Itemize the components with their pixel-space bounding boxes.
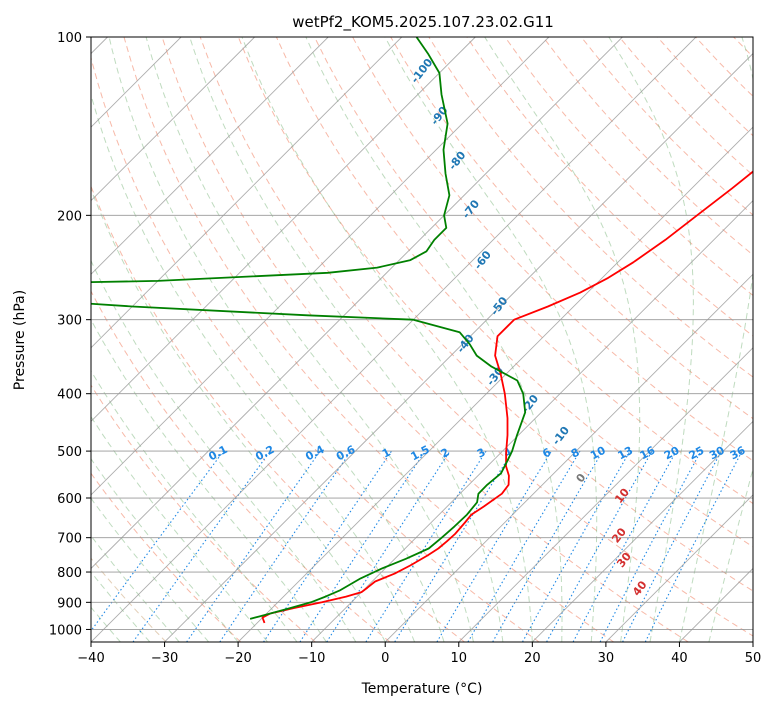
dry-adiabat-label: 10 bbox=[612, 486, 632, 506]
x-tick-label: −20 bbox=[224, 651, 251, 666]
chart-title: wetPf2_KOM5.2025.107.23.02.G11 bbox=[292, 13, 554, 32]
dry-adiabats bbox=[0, 37, 775, 642]
x-tick-label: 40 bbox=[671, 651, 688, 666]
moist-adiabat-label: -60 bbox=[471, 248, 494, 272]
dry-adiabat bbox=[657, 37, 775, 642]
moist-adiabat-label: -10 bbox=[550, 424, 573, 448]
mixing-ratio-line bbox=[573, 451, 676, 642]
mixing-ratio-label: 0.4 bbox=[303, 443, 327, 464]
mixing-ratio-line bbox=[645, 451, 742, 642]
x-axis: −40 −30 −20 −10 0 10 20 30 40 50 bbox=[77, 642, 761, 666]
moist-adiabat bbox=[190, 37, 503, 642]
dry-adiabat bbox=[0, 37, 315, 642]
isotherm bbox=[0, 37, 255, 642]
mixing-ratio-label: 10 bbox=[588, 444, 608, 463]
y-tick-label: 1000 bbox=[49, 623, 82, 638]
dry-adiabat-label: 30 bbox=[614, 550, 634, 570]
isotherm-grid bbox=[0, 37, 775, 642]
mixing-ratio-line bbox=[366, 451, 486, 642]
x-tick-label: 30 bbox=[598, 651, 615, 666]
mixing-ratio-line bbox=[83, 451, 224, 642]
dry-adiabat bbox=[238, 37, 775, 642]
dry-adiabat bbox=[162, 37, 688, 642]
y-tick-label: 200 bbox=[57, 209, 82, 224]
x-tick-label: −10 bbox=[298, 651, 325, 666]
moist-adiabat bbox=[485, 37, 640, 642]
mixing-ratio-label: 0.1 bbox=[206, 443, 229, 464]
moist-adiabat bbox=[709, 37, 775, 642]
y-tick-label: 300 bbox=[57, 314, 82, 329]
moist-adiabats bbox=[0, 37, 775, 642]
mixing-ratio-label: 20 bbox=[662, 444, 682, 463]
dry-adiabat bbox=[505, 37, 775, 642]
x-tick-label: −30 bbox=[151, 651, 178, 666]
moist-adiabat bbox=[25, 37, 356, 642]
isotherm bbox=[91, 37, 696, 642]
isobar-grid bbox=[91, 37, 753, 629]
dry-adiabat bbox=[391, 37, 775, 642]
mixing-ratio-label: 13 bbox=[616, 444, 636, 463]
isotherm bbox=[238, 37, 775, 642]
mixing-ratio-label: 2 bbox=[439, 446, 452, 461]
isotherm bbox=[459, 37, 775, 642]
mixing-ratio-label: 0.6 bbox=[334, 443, 358, 464]
dry-adiabat bbox=[276, 37, 775, 642]
mixing-ratio-line bbox=[547, 451, 652, 642]
isotherm bbox=[753, 37, 775, 642]
y-axis: 1000 900 800 700 600 500 400 300 200 100 bbox=[49, 31, 91, 638]
x-axis-label: Temperature (°C) bbox=[361, 681, 483, 697]
mixing-ratio-label: 25 bbox=[687, 444, 707, 463]
x-tick-label: 20 bbox=[524, 651, 541, 666]
isotherm bbox=[312, 37, 775, 642]
moist-adiabat bbox=[0, 37, 297, 642]
dry-adiabat bbox=[0, 37, 241, 642]
y-tick-label: 800 bbox=[57, 566, 82, 581]
mixing-ratio-label: 36 bbox=[728, 444, 748, 463]
x-tick-label: 50 bbox=[745, 651, 762, 666]
mixing-ratio-lines bbox=[83, 451, 742, 642]
moist-adiabat bbox=[0, 37, 268, 642]
y-tick-label: 400 bbox=[57, 388, 82, 403]
isotherm bbox=[17, 37, 622, 642]
moist-adiabat-label: -80 bbox=[446, 148, 469, 172]
moist-adiabat-label: -50 bbox=[488, 294, 511, 318]
dry-adiabat bbox=[467, 37, 775, 642]
isotherm bbox=[0, 37, 402, 642]
dry-adiabat bbox=[581, 37, 775, 642]
y-tick-label: 600 bbox=[57, 492, 82, 507]
y-axis-label: Pressure (hPa) bbox=[12, 290, 28, 390]
y-tick-label: 700 bbox=[57, 532, 82, 547]
mixing-ratio-line bbox=[220, 451, 351, 642]
dry-adiabat bbox=[734, 37, 775, 642]
mixing-ratio-label: 1.5 bbox=[409, 443, 432, 464]
mixing-ratio-label: 6 bbox=[540, 445, 553, 460]
x-tick-label: −40 bbox=[77, 651, 104, 666]
moist-adiabat-label: -70 bbox=[460, 197, 483, 221]
x-tick-label: 10 bbox=[451, 651, 468, 666]
y-tick-label: 100 bbox=[57, 31, 82, 46]
dry-adiabat bbox=[10, 37, 390, 642]
mixing-ratio-label: 3 bbox=[475, 446, 488, 461]
isotherm bbox=[385, 37, 775, 642]
temperature-line bbox=[263, 37, 775, 623]
moist-adiabat bbox=[242, 37, 532, 642]
y-tick-label: 900 bbox=[57, 596, 82, 611]
dry-adiabat bbox=[353, 37, 775, 642]
mixing-ratio-label: 30 bbox=[707, 444, 727, 463]
y-tick-label: 500 bbox=[57, 445, 82, 460]
moist-adiabat bbox=[0, 37, 238, 642]
moist-adiabat-label: 0 bbox=[573, 471, 588, 485]
moist-adiabat bbox=[0, 37, 209, 642]
dry-adiabat bbox=[696, 37, 775, 642]
x-tick-label: 0 bbox=[381, 651, 389, 666]
mixing-ratio-line bbox=[600, 451, 701, 642]
moist-adiabat-label: -20 bbox=[519, 392, 542, 416]
isotherm bbox=[679, 37, 775, 642]
dry-adiabat-label: 40 bbox=[630, 578, 650, 598]
dry-adiabat bbox=[429, 37, 775, 642]
